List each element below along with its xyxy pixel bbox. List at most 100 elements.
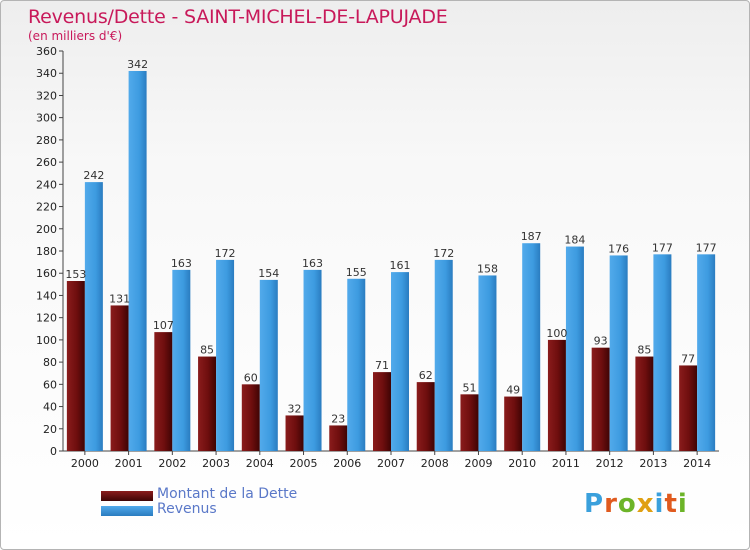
value-label-revenus: 342 bbox=[127, 58, 148, 71]
y-tick-label: 80 bbox=[43, 356, 57, 369]
x-tick-label: 2005 bbox=[290, 457, 318, 470]
x-tick-label: 2003 bbox=[202, 457, 230, 470]
value-label-revenus: 154 bbox=[258, 267, 279, 280]
value-label-dette: 153 bbox=[65, 268, 86, 281]
value-label-revenus: 187 bbox=[521, 230, 542, 243]
bar-revenus bbox=[565, 246, 584, 451]
logo-letter: i bbox=[677, 489, 688, 519]
legend-label-revenus: Revenus bbox=[157, 501, 217, 517]
bar-dette bbox=[110, 305, 129, 451]
x-tick-label: 2012 bbox=[596, 457, 624, 470]
value-label-revenus: 242 bbox=[83, 169, 104, 182]
x-tick-label: 2008 bbox=[421, 457, 449, 470]
y-tick-label: 160 bbox=[36, 267, 57, 280]
x-tick-label: 2006 bbox=[333, 457, 361, 470]
value-label-revenus: 176 bbox=[608, 242, 629, 255]
value-label-dette: 49 bbox=[506, 384, 520, 397]
x-tick-label: 2014 bbox=[683, 457, 711, 470]
bar-revenus bbox=[216, 259, 235, 451]
y-tick-label: 260 bbox=[36, 156, 57, 169]
bar-dette bbox=[241, 384, 260, 451]
x-tick-label: 2007 bbox=[377, 457, 405, 470]
proxiti-logo: Proxiti bbox=[584, 489, 688, 519]
y-tick-label: 20 bbox=[43, 423, 57, 436]
x-axis: 2000 2001 2002 2003 2004 2005 2006 2007 2008 2009… bbox=[63, 450, 719, 470]
legend-swatch-dette bbox=[101, 491, 153, 501]
bar-dette bbox=[591, 347, 610, 451]
value-label-dette: 71 bbox=[375, 359, 389, 372]
y-axis: 0 20 40 60 80 100 120 140 160 180 200 220 240 260 280 3… bbox=[36, 45, 64, 458]
bar-dette bbox=[198, 356, 217, 451]
bar-revenus bbox=[522, 243, 541, 451]
logo-letter: t bbox=[664, 489, 678, 519]
x-tick-label: 2010 bbox=[508, 457, 536, 470]
y-tick-label: 0 bbox=[50, 445, 57, 458]
value-label-revenus: 172 bbox=[215, 247, 236, 260]
value-label-revenus: 177 bbox=[696, 241, 717, 254]
bar-revenus bbox=[391, 272, 409, 451]
chart-title: Revenus/Dette - SAINT-MICHEL-DE-LAPUJADE bbox=[28, 6, 448, 28]
x-tick-label: 2000 bbox=[71, 457, 99, 470]
value-label-revenus: 158 bbox=[477, 262, 498, 275]
y-tick-label: 220 bbox=[36, 201, 57, 214]
bar-revenus bbox=[128, 71, 147, 451]
bar-dette bbox=[329, 425, 348, 451]
bar-dette bbox=[460, 394, 479, 451]
value-labels-group: 153 242 131 342 107 163 85 172 60 154 32 163 23 155 71… bbox=[65, 58, 716, 425]
logo-letter: o bbox=[617, 489, 637, 519]
y-tick-label: 40 bbox=[43, 401, 57, 414]
value-label-revenus: 184 bbox=[564, 234, 585, 247]
y-tick-label: 100 bbox=[36, 334, 57, 347]
value-label-dette: 93 bbox=[594, 335, 608, 348]
value-label-dette: 32 bbox=[288, 402, 302, 415]
y-tick-label: 60 bbox=[43, 378, 57, 391]
x-tick-label: 2001 bbox=[115, 457, 143, 470]
x-tick-label: 2013 bbox=[639, 457, 667, 470]
legend-label-dette: Montant de la Dette bbox=[157, 486, 298, 502]
bar-dette bbox=[547, 339, 566, 451]
value-label-dette: 62 bbox=[419, 369, 433, 382]
bar-revenus bbox=[259, 279, 278, 451]
x-tick-label: 2004 bbox=[246, 457, 274, 470]
y-tick-label: 320 bbox=[36, 89, 57, 102]
value-label-dette: 100 bbox=[546, 327, 567, 340]
value-label-dette: 77 bbox=[681, 352, 695, 365]
value-label-dette: 60 bbox=[244, 371, 258, 384]
bar-revenus bbox=[609, 255, 628, 451]
x-tick-label: 2009 bbox=[464, 457, 492, 470]
value-label-dette: 131 bbox=[109, 292, 130, 305]
value-label-revenus: 161 bbox=[390, 259, 411, 272]
bar-dette bbox=[373, 372, 391, 451]
value-label-dette: 85 bbox=[637, 344, 651, 357]
y-tick-label: 120 bbox=[36, 312, 57, 325]
y-tick-label: 240 bbox=[36, 178, 57, 191]
value-label-dette: 107 bbox=[153, 319, 174, 332]
logo-letter: r bbox=[604, 489, 618, 519]
bar-dette bbox=[635, 356, 654, 451]
value-label-revenus: 163 bbox=[171, 257, 192, 270]
logo-letter: P bbox=[584, 489, 605, 519]
bar-dette bbox=[504, 396, 523, 451]
bar-revenus bbox=[84, 182, 103, 451]
value-label-revenus: 177 bbox=[652, 241, 673, 254]
y-tick-label: 140 bbox=[36, 289, 57, 302]
value-label-dette: 51 bbox=[462, 381, 476, 394]
legend-swatch-revenus bbox=[101, 506, 153, 516]
bar-dette bbox=[66, 281, 85, 451]
bar-dette bbox=[154, 332, 173, 451]
bar-dette bbox=[285, 415, 304, 451]
y-tick-label: 180 bbox=[36, 245, 57, 258]
y-tick-label: 340 bbox=[36, 67, 57, 80]
bar-revenus bbox=[697, 254, 716, 451]
value-label-dette: 23 bbox=[331, 412, 345, 425]
y-tick-label: 360 bbox=[36, 45, 57, 58]
bar-revenus bbox=[653, 254, 672, 451]
bar-revenus bbox=[434, 259, 453, 451]
bar-dette bbox=[416, 382, 435, 451]
x-tick-label: 2002 bbox=[158, 457, 186, 470]
x-tick-label: 2011 bbox=[552, 457, 580, 470]
chart-subtitle: (en milliers d'€) bbox=[28, 29, 123, 43]
bar-revenus bbox=[303, 269, 322, 451]
bar-revenus bbox=[172, 269, 191, 451]
